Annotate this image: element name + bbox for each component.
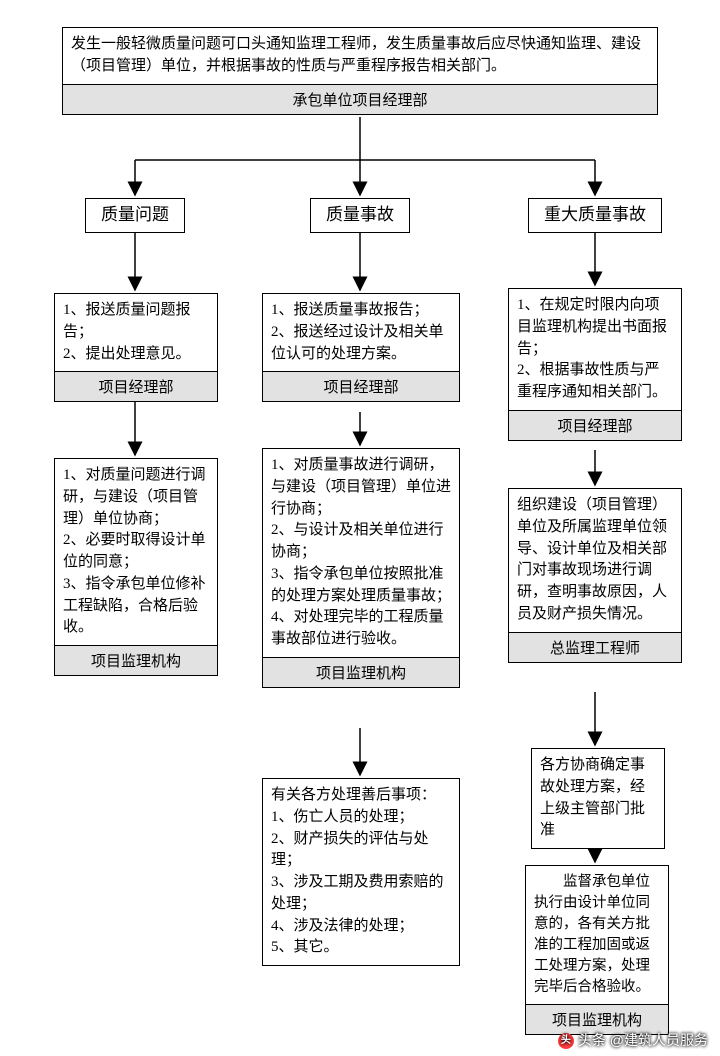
right-step4: 监督承包单位执行由设计单位同意的，各有关方批准的工程加固或返工处理方案，处理完毕… <box>525 865 669 1035</box>
right-step4-body: 监督承包单位执行由设计单位同意的，各有关方批准的工程加固或返工处理方案，处理完毕… <box>526 866 668 1004</box>
top-box: 发生一般轻微质量问题可口头通知监理工程师，发生质量事故后应尽快通知监理、建设（项… <box>62 27 658 115</box>
title-right-text: 重大质量事故 <box>529 199 661 232</box>
mid-step3-body: 有关各方处理善后事项： 1、伤亡人员的处理； 2、财产损失的评估与处理； 3、涉… <box>263 779 459 965</box>
watermark-text: 头条 @建筑人员服务 <box>578 1032 708 1048</box>
top-body: 发生一般轻微质量问题可口头通知监理工程师，发生质量事故后应尽快通知监理、建设（项… <box>63 28 657 84</box>
left-step1-footer: 项目经理部 <box>55 371 217 401</box>
mid-step2-body: 1、对质量事故进行调研，与建设（项目管理）单位进行协商； 2、与设计及相关单位进… <box>263 449 459 657</box>
right-step2-body: 组织建设（项目管理）单位及所属监理单位领导、设计单位及相关部门对事故现场进行调研… <box>509 489 681 632</box>
left-step2-body: 1、对质量问题进行调研，与建设（项目管理）单位协商； 2、必要时取得设计单位的同… <box>55 459 217 645</box>
left-step1: 1、报送质量问题报告； 2、提出处理意见。 项目经理部 <box>54 293 218 402</box>
left-step2-footer: 项目监理机构 <box>55 645 217 675</box>
title-left: 质量问题 <box>85 198 185 233</box>
right-step2: 组织建设（项目管理）单位及所属监理单位领导、设计单位及相关部门对事故现场进行调研… <box>508 488 682 663</box>
right-step1-footer: 项目经理部 <box>509 410 681 440</box>
right-step1-body: 1、在规定时限内向项目监理机构提出书面报告； 2、根据事故性质与严重程序通知相关… <box>509 289 681 410</box>
title-right: 重大质量事故 <box>528 198 662 233</box>
right-step3: 各方协商确定事故处理方案，经上级主管部门批准 <box>531 748 665 849</box>
mid-step1-footer: 项目经理部 <box>263 371 459 401</box>
watermark: 头头条 @建筑人员服务 <box>558 1030 708 1050</box>
title-mid-text: 质量事故 <box>311 199 409 232</box>
top-footer: 承包单位项目经理部 <box>63 84 657 114</box>
watermark-icon: 头 <box>558 1033 574 1049</box>
title-left-text: 质量问题 <box>86 199 184 232</box>
mid-step1-body: 1、报送质量事故报告； 2、报送经过设计及相关单位认可的处理方案。 <box>263 294 459 371</box>
mid-step1: 1、报送质量事故报告； 2、报送经过设计及相关单位认可的处理方案。 项目经理部 <box>262 293 460 402</box>
mid-step3: 有关各方处理善后事项： 1、伤亡人员的处理； 2、财产损失的评估与处理； 3、涉… <box>262 778 460 966</box>
title-mid: 质量事故 <box>310 198 410 233</box>
left-step1-body: 1、报送质量问题报告； 2、提出处理意见。 <box>55 294 217 371</box>
mid-step2: 1、对质量事故进行调研，与建设（项目管理）单位进行协商； 2、与设计及相关单位进… <box>262 448 460 688</box>
right-step1: 1、在规定时限内向项目监理机构提出书面报告； 2、根据事故性质与严重程序通知相关… <box>508 288 682 441</box>
mid-step2-footer: 项目监理机构 <box>263 657 459 687</box>
right-step3-body: 各方协商确定事故处理方案，经上级主管部门批准 <box>532 749 664 848</box>
right-step2-footer: 总监理工程师 <box>509 632 681 662</box>
left-step2: 1、对质量问题进行调研，与建设（项目管理）单位协商； 2、必要时取得设计单位的同… <box>54 458 218 676</box>
